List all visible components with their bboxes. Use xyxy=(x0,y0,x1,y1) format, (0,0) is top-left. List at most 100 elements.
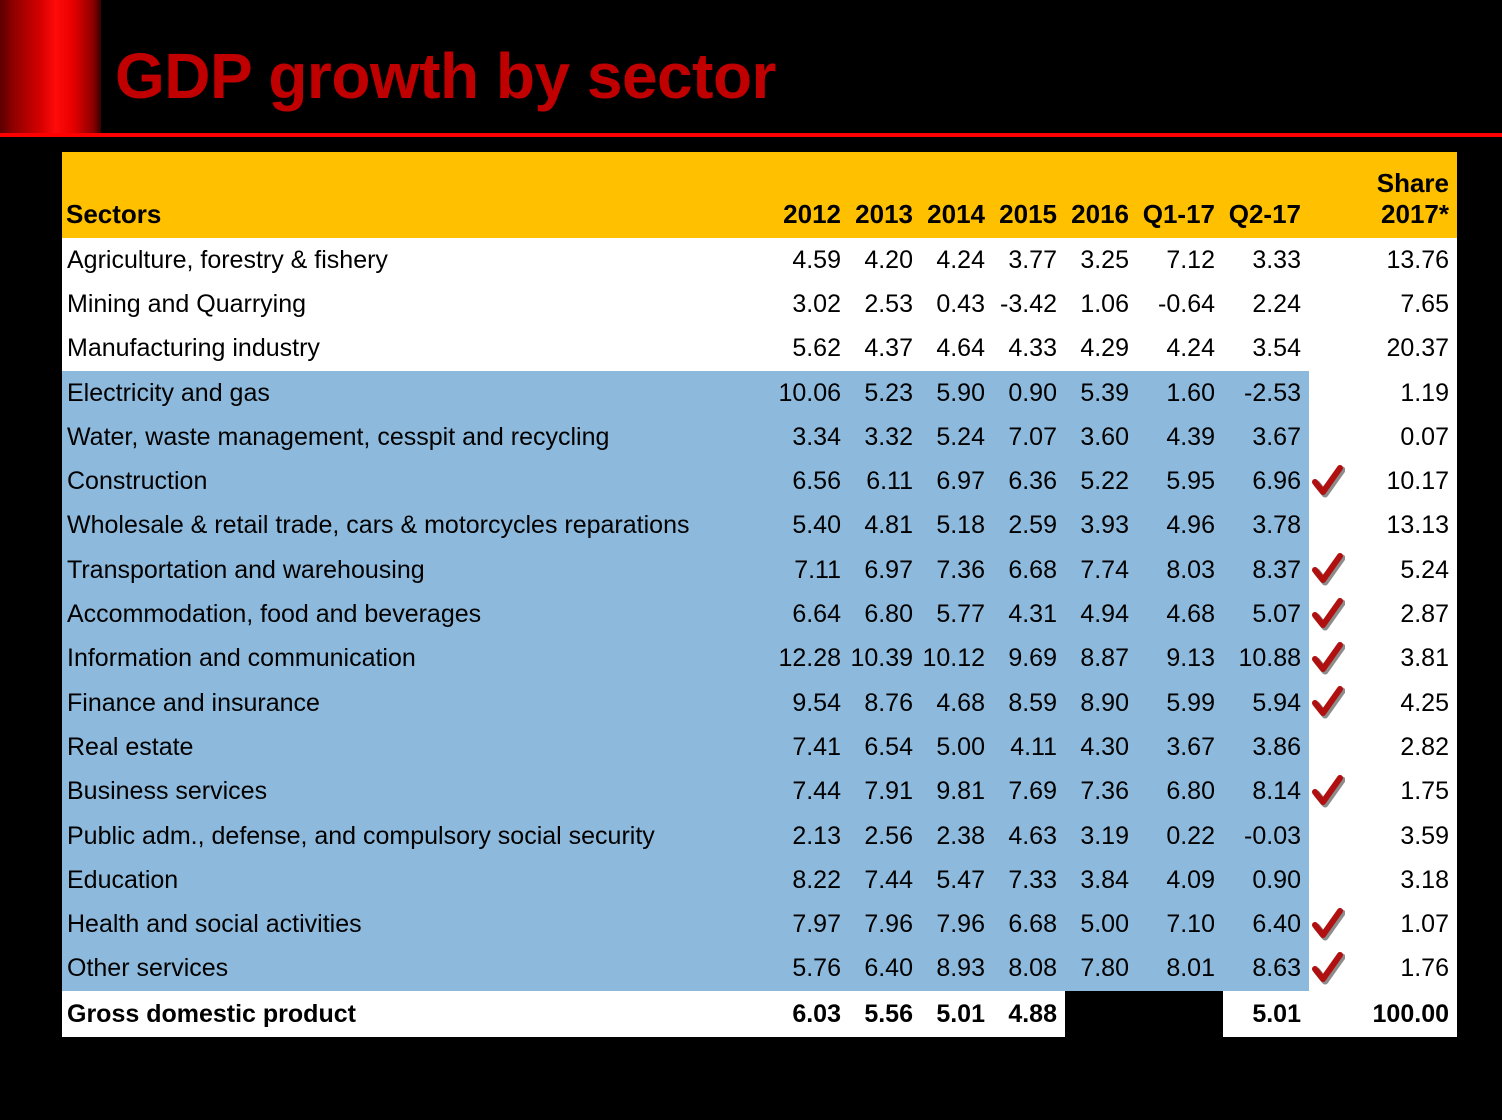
check-icon xyxy=(1311,641,1345,676)
value-cell: 3.34 xyxy=(777,415,849,460)
share-cell: 2.82 xyxy=(1347,725,1457,770)
check-cell xyxy=(1309,769,1347,814)
column-header-2014: 2014 xyxy=(921,152,993,238)
table-row: Education 8.22 7.44 5.47 7.33 3.84 4.09 0.90 3.1… xyxy=(62,858,1457,903)
value-cell: 6.64 xyxy=(777,592,849,637)
value-cell: 5.77 xyxy=(921,592,993,637)
value-cell: 2.13 xyxy=(777,813,849,859)
value-cell: 5.22 xyxy=(1065,459,1137,504)
value-cell: 3.93 xyxy=(1065,503,1137,549)
check-cell xyxy=(1309,858,1347,903)
share-cell: 3.81 xyxy=(1347,636,1457,681)
check-icon xyxy=(1311,464,1345,499)
value-cell: 5.99 xyxy=(1137,680,1223,726)
value-cell: 7.91 xyxy=(849,769,921,814)
share-cell: 3.18 xyxy=(1347,858,1457,903)
sector-name-cell: Transportation and warehousing xyxy=(62,548,777,593)
value-cell: 8.59 xyxy=(993,680,1065,726)
page-title: GDP growth by sector xyxy=(115,40,776,112)
check-cell xyxy=(1309,946,1347,992)
value-cell: 2.56 xyxy=(849,813,921,859)
value-cell: 7.33 xyxy=(993,858,1065,903)
value-cell: -0.64 xyxy=(1137,282,1223,327)
value-cell: 4.24 xyxy=(921,238,993,283)
total-value-cell: 5.01 xyxy=(921,991,993,1038)
value-cell: 6.80 xyxy=(1137,769,1223,814)
value-cell: 5.07 xyxy=(1223,592,1309,637)
column-header-2012: 2012 xyxy=(777,152,849,238)
check-cell xyxy=(1309,592,1347,637)
value-cell: 10.06 xyxy=(777,370,849,416)
value-cell: 6.40 xyxy=(1223,902,1309,947)
sector-name-cell: Real estate xyxy=(62,725,777,770)
value-cell: 7.69 xyxy=(993,769,1065,814)
check-cell xyxy=(1309,813,1347,859)
slide-title-band: GDP growth by sector xyxy=(0,0,1502,137)
total-value-cell-masked xyxy=(1065,991,1137,1038)
total-value-cell-masked xyxy=(1137,991,1223,1038)
value-cell: 6.11 xyxy=(849,459,921,504)
value-cell: 3.78 xyxy=(1223,503,1309,549)
value-cell: 8.01 xyxy=(1137,946,1223,992)
value-cell: 5.94 xyxy=(1223,680,1309,726)
sector-name-cell: Construction xyxy=(62,459,777,504)
value-cell: 7.07 xyxy=(993,415,1065,460)
check-cell xyxy=(1309,415,1347,460)
share-cell: 20.37 xyxy=(1347,326,1457,371)
check-icon xyxy=(1311,907,1345,942)
value-cell: 6.97 xyxy=(849,548,921,593)
table-header-row: Sectors 2012 2013 2014 2015 2016 Q1-17 Q… xyxy=(62,152,1457,238)
table-header: Sectors 2012 2013 2014 2015 2016 Q1-17 Q… xyxy=(62,152,1457,238)
total-check-cell xyxy=(1309,991,1347,1038)
table-body: Agriculture, forestry & fishery 4.59 4.20 4… xyxy=(62,238,1457,1038)
value-cell: 6.80 xyxy=(849,592,921,637)
share-label-line1: Share xyxy=(1376,168,1449,198)
value-cell: 7.36 xyxy=(1065,769,1137,814)
table-row: Other services 5.76 6.40 8.93 8.08 7.80 8.01 8.… xyxy=(62,946,1457,992)
table-row: Public adm., defense, and compulsory soc… xyxy=(62,813,1457,859)
total-value-cell: 5.56 xyxy=(849,991,921,1038)
value-cell: 8.76 xyxy=(849,680,921,726)
value-cell: 4.11 xyxy=(993,725,1065,770)
sector-name-cell: Accommodation, food and beverages xyxy=(62,592,777,637)
value-cell: 4.20 xyxy=(849,238,921,283)
check-cell xyxy=(1309,548,1347,593)
sector-name-cell: Mining and Quarrying xyxy=(62,282,777,327)
value-cell: 4.68 xyxy=(1137,592,1223,637)
value-cell: 8.63 xyxy=(1223,946,1309,992)
value-cell: 3.60 xyxy=(1065,415,1137,460)
value-cell: 8.14 xyxy=(1223,769,1309,814)
value-cell: 2.24 xyxy=(1223,282,1309,327)
value-cell: 3.25 xyxy=(1065,238,1137,283)
total-label-cell: Gross domestic product xyxy=(62,991,777,1038)
share-cell: 10.17 xyxy=(1347,459,1457,504)
value-cell: 5.00 xyxy=(1065,902,1137,947)
column-header-check-spacer xyxy=(1309,152,1347,238)
value-cell: 4.94 xyxy=(1065,592,1137,637)
sector-name-cell: Education xyxy=(62,858,777,903)
value-cell: 5.95 xyxy=(1137,459,1223,504)
total-share-cell: 100.00 xyxy=(1347,991,1457,1038)
sector-name-cell: Information and communication xyxy=(62,636,777,681)
column-header-q1-17: Q1-17 xyxy=(1137,152,1223,238)
sector-name-cell: Water, waste management, cesspit and rec… xyxy=(62,415,777,460)
value-cell: 3.86 xyxy=(1223,725,1309,770)
red-accent-bar xyxy=(0,0,101,136)
value-cell: 2.53 xyxy=(849,282,921,327)
table-row: Wholesale & retail trade, cars & motorcy… xyxy=(62,503,1457,549)
value-cell: 0.90 xyxy=(993,370,1065,416)
value-cell: 4.59 xyxy=(777,238,849,283)
value-cell: 4.29 xyxy=(1065,326,1137,371)
value-cell: 7.96 xyxy=(921,902,993,947)
value-cell: 6.40 xyxy=(849,946,921,992)
share-cell: 1.19 xyxy=(1347,370,1457,416)
value-cell: 12.28 xyxy=(777,636,849,681)
share-cell: 3.59 xyxy=(1347,813,1457,859)
share-cell: 13.76 xyxy=(1347,238,1457,283)
column-header-share-2017: Share 2017* xyxy=(1347,152,1457,238)
value-cell: 7.36 xyxy=(921,548,993,593)
sector-name-cell: Agriculture, forestry & fishery xyxy=(62,238,777,283)
value-cell: 3.67 xyxy=(1223,415,1309,460)
column-header-2013: 2013 xyxy=(849,152,921,238)
value-cell: 4.64 xyxy=(921,326,993,371)
